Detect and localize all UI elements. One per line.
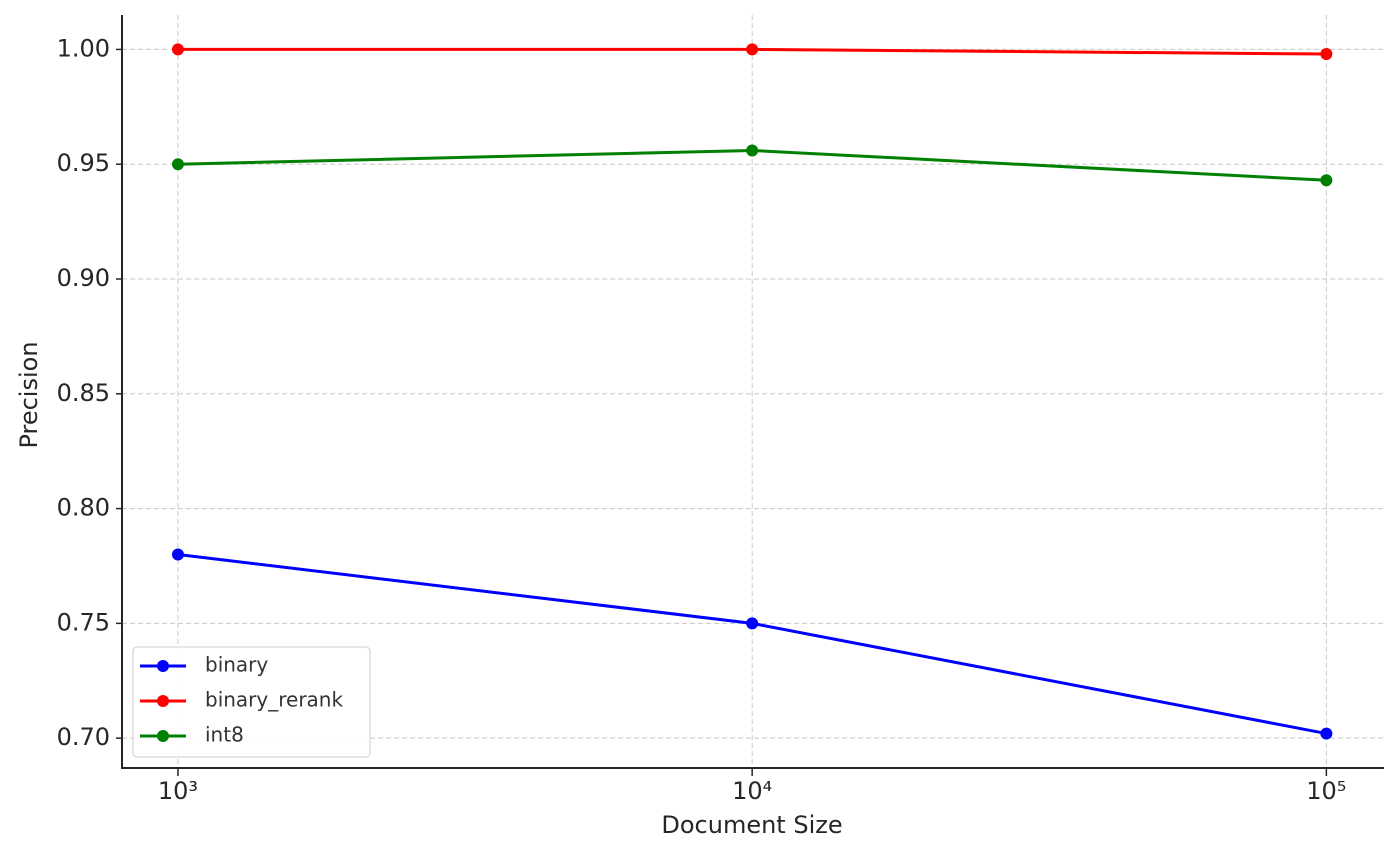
point [746,43,759,56]
legend-label: binary [205,653,268,677]
point [171,548,184,561]
legend-box [132,646,371,758]
legend-label: int8 [205,723,244,747]
legend-label: binary_rerank [205,688,343,712]
y-axis-label: Precision [15,341,43,448]
x-axis-label: Document Size [661,811,842,839]
point [1320,174,1333,187]
x-tick-label: 10⁵ [1306,777,1346,805]
y-tick-label: 0.85 [57,379,110,407]
y-tick-label: 0.90 [57,264,110,292]
y-tick-label: 0.70 [57,723,110,751]
legend-marker [157,695,169,707]
legend-marker [157,730,169,742]
legend: binary binary_rerank int8 [132,646,371,758]
point [171,43,184,56]
point [171,158,184,171]
x-tick-label: 10⁴ [732,777,772,805]
x-tick-label: 10³ [158,777,198,805]
legend-marker [157,660,169,672]
y-tick-label: 1.00 [57,34,110,62]
y-tick-label: 0.95 [57,149,110,177]
point [1320,48,1333,61]
y-tick-label: 0.80 [57,494,110,522]
point [746,617,759,630]
y-tick-label: 0.75 [57,608,110,636]
point [1320,727,1333,740]
point [746,144,759,157]
axis-spine [121,15,1384,769]
